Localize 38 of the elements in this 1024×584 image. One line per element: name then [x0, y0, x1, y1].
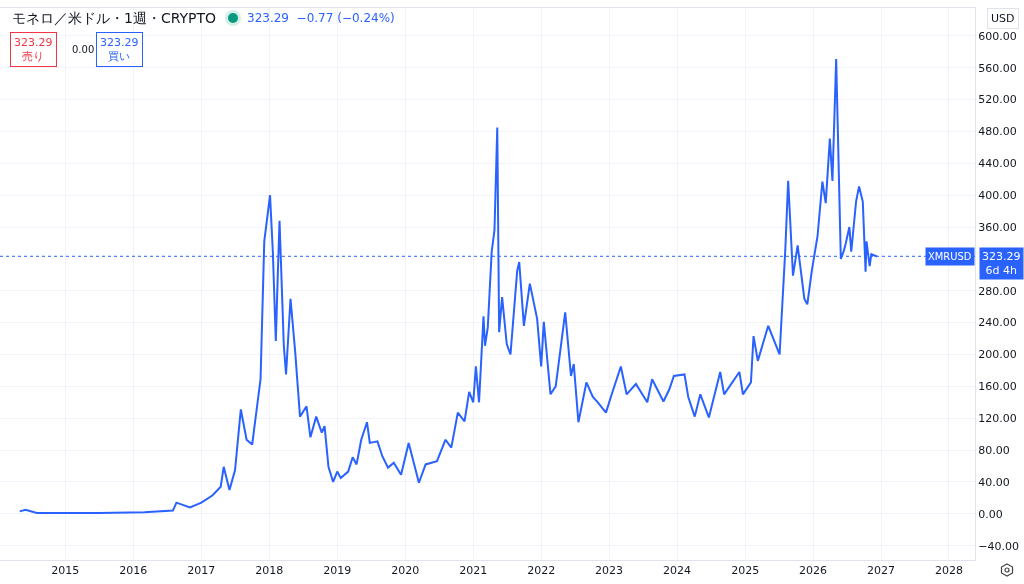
annotation: 323.29 売り	[14, 36, 53, 64]
y-tick-label: 280.00	[978, 284, 1017, 298]
x-tick-label: 2028	[934, 564, 963, 578]
y-tick-label: 600.00	[978, 29, 1017, 43]
annotation: 0.00	[72, 44, 95, 55]
x-tick-label: 2026	[799, 564, 828, 578]
y-tick-label: 440.00	[978, 157, 1017, 171]
y-tick-label: 160.00	[978, 380, 1017, 394]
y-tick-label: 520.00	[978, 93, 1017, 107]
x-tick-label: 2022	[527, 564, 556, 578]
x-tick-label: 2024	[663, 564, 692, 578]
y-tick-label: 80.00	[978, 443, 1010, 457]
y-tick-label: 560.00	[978, 61, 1017, 75]
annotation: 323.29 −0.77 (−0.24%)	[247, 11, 395, 25]
ref-line-label: XMRUSD	[928, 250, 972, 263]
x-tick-label: 2018	[255, 564, 284, 578]
x-tick-label: 2016	[119, 564, 148, 578]
y-tick-label: 240.00	[978, 316, 1017, 330]
chart-title: モネロ／米ドル・1週・CRYPTO	[12, 10, 217, 26]
text: USD	[991, 12, 1015, 25]
y-tick-label: 480.00	[978, 125, 1017, 139]
x-tick-label: 2015	[51, 564, 80, 578]
y-tick-label: 0.00	[978, 507, 1003, 521]
x-tick-label: 2020	[391, 564, 420, 578]
x-tick-label: 2019	[323, 564, 352, 578]
y-tick-label: 120.00	[978, 412, 1017, 426]
y-tick-label: 40.00	[978, 475, 1010, 489]
x-tick-label: 2021	[459, 564, 488, 578]
y-tick-label: 360.00	[978, 220, 1017, 234]
y-tick-label: 400.00	[978, 189, 1017, 203]
x-tick-label: 2023	[595, 564, 624, 578]
x-tick-label: 2017	[187, 564, 216, 578]
y-tick-label: −40.00	[978, 539, 1019, 553]
x-tick-label: 2025	[731, 564, 760, 578]
annotation: 323.29 買い	[100, 36, 139, 64]
text: 323.29 6d 4h	[982, 250, 1021, 278]
y-tick-label: 200.00	[978, 348, 1017, 362]
x-tick-label: 2027	[867, 564, 896, 578]
